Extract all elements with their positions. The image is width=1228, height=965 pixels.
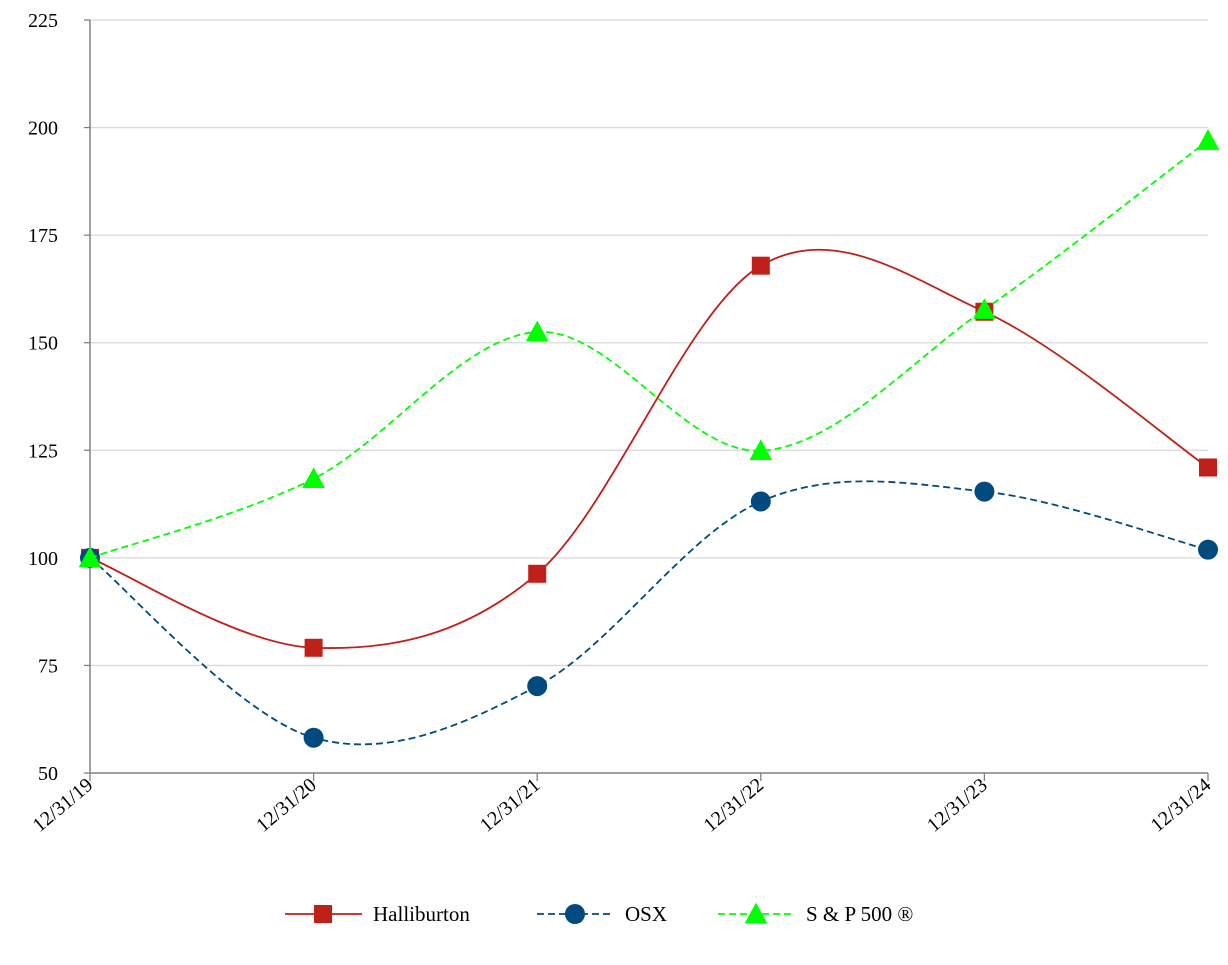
triangle-marker (1196, 129, 1220, 150)
legend-item: OSX (537, 902, 667, 926)
legend: Halliburton OSX S & P 500 ® (285, 902, 913, 926)
triangle-marker (744, 902, 768, 924)
triangle-marker (973, 298, 996, 319)
triangle-marker (302, 467, 325, 489)
series-line (89, 480, 1209, 746)
square-marker (1199, 458, 1217, 477)
square-marker (314, 905, 332, 923)
y-tick-label: 100 (28, 548, 58, 570)
square-marker (528, 564, 547, 583)
legend-label: Halliburton (373, 902, 470, 926)
y-tick-label: 125 (28, 440, 58, 462)
series-1 (80, 480, 1218, 748)
circle-marker (303, 727, 324, 748)
y-tick-label: 225 (28, 10, 58, 32)
square-marker (304, 638, 323, 657)
x-tick-label: 12/31/23 (923, 774, 992, 837)
y-tick-label: 75 (38, 655, 58, 677)
legend-item: Halliburton (285, 902, 470, 926)
y-tick-label: 175 (28, 225, 58, 247)
y-tick-label: 200 (28, 118, 58, 140)
legend-label: OSX (625, 902, 667, 926)
circle-marker (565, 904, 585, 924)
gridlines (90, 19, 1208, 667)
circle-marker (1198, 539, 1218, 560)
legend-label: S & P 500 ® (806, 902, 913, 926)
circle-marker (974, 481, 995, 502)
series-line (89, 139, 1209, 559)
series-0 (81, 248, 1217, 657)
y-tick-label: 50 (38, 763, 58, 785)
series-group (78, 129, 1220, 748)
x-tick-label: 12/31/24 (1147, 774, 1216, 837)
series-2 (78, 129, 1220, 568)
x-tick-label: 12/31/20 (252, 774, 321, 837)
x-tick-label: 12/31/21 (476, 774, 545, 837)
x-tick-label: 12/31/22 (699, 774, 768, 837)
series-line (89, 248, 1209, 649)
square-marker (751, 256, 770, 275)
triangle-marker (525, 320, 549, 342)
y-tick-label: 150 (28, 333, 58, 355)
triangle-marker (78, 546, 102, 568)
triangle-marker (749, 439, 773, 461)
circle-marker (527, 676, 548, 697)
circle-marker (750, 491, 771, 512)
legend-item: S & P 500 ® (718, 902, 913, 926)
